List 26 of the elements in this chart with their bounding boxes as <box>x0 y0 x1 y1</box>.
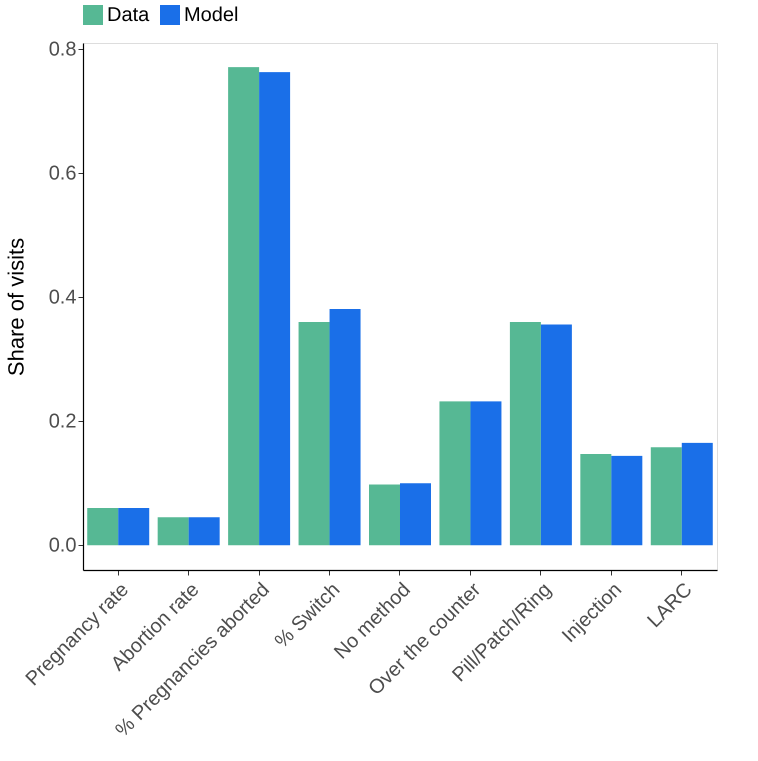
y-axis-title: Share of visits <box>4 238 29 376</box>
y-tick-label: 0.0 <box>48 534 76 557</box>
bar <box>87 508 118 546</box>
bar <box>650 447 682 546</box>
bar <box>510 322 541 546</box>
legend-label: Data <box>107 4 150 26</box>
y-tick-label: 0.4 <box>48 286 76 309</box>
y-tick-label: 0.8 <box>48 38 76 61</box>
bar <box>580 454 612 546</box>
bar <box>118 508 150 546</box>
bar <box>330 308 361 546</box>
y-tick-label: 0.6 <box>48 162 76 185</box>
bar <box>682 442 713 546</box>
bar <box>470 401 502 546</box>
legend-label: Model <box>184 4 238 26</box>
bar <box>228 67 260 546</box>
bar <box>158 517 189 546</box>
bar <box>188 517 220 546</box>
y-tick-label: 0.2 <box>48 410 76 433</box>
bar <box>369 484 400 546</box>
bar <box>611 456 642 546</box>
bar <box>259 72 290 546</box>
bar <box>298 322 330 546</box>
bar <box>400 483 431 546</box>
bar <box>439 401 470 546</box>
bar <box>540 324 572 546</box>
